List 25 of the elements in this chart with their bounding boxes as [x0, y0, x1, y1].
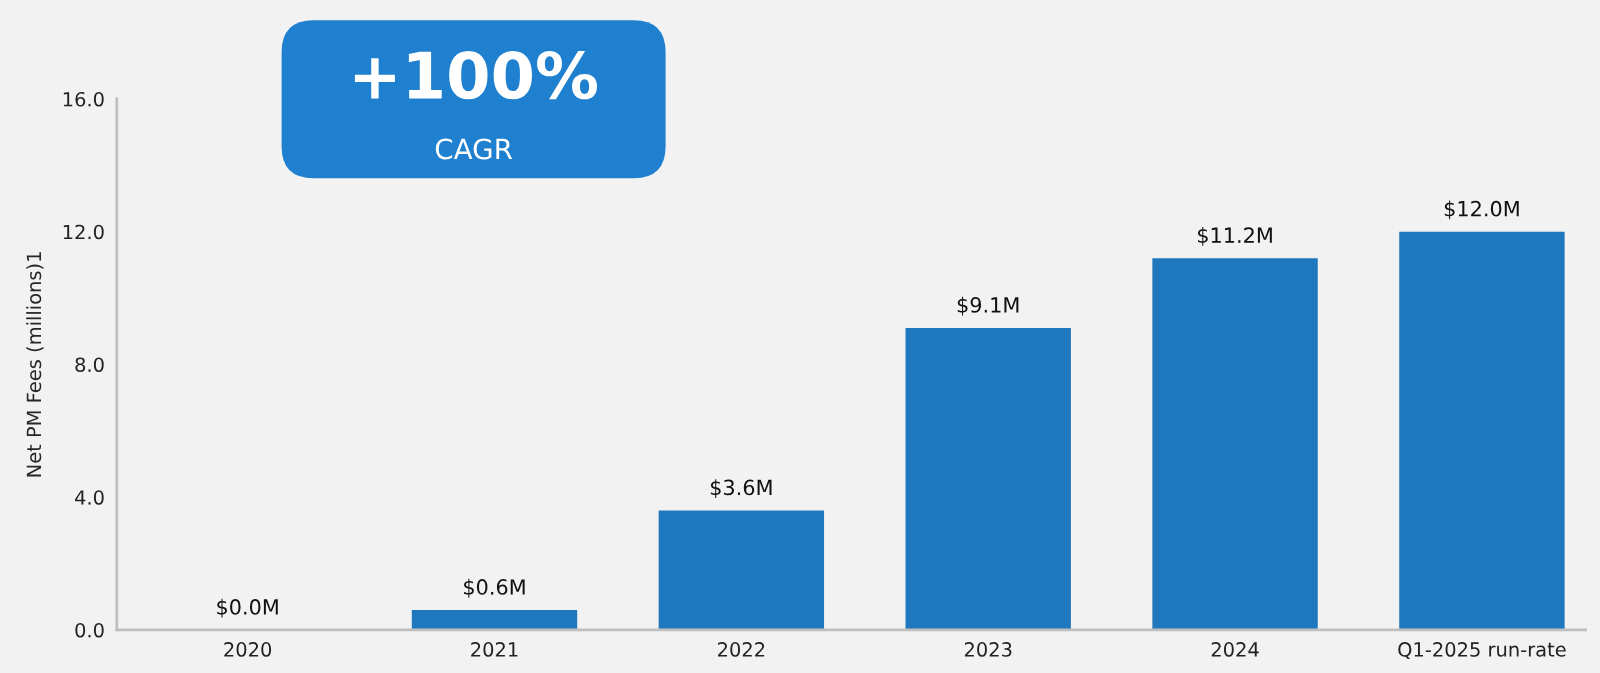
x-tick-label: 2024: [1211, 642, 1259, 657]
data-label: $0.0M: [217, 598, 278, 618]
y-tick-label: 16.0: [63, 91, 104, 107]
data-label: $9.1M: [957, 296, 1019, 316]
data-label: $11.2M: [1197, 226, 1272, 246]
y-tick-label: 0.0: [75, 622, 104, 638]
y-tick-label: 8.0: [75, 357, 104, 373]
x-tick-label: 2023: [964, 642, 1012, 657]
x-tick-label: 2021: [471, 642, 518, 657]
bar: [1152, 258, 1318, 630]
bar: [658, 510, 825, 630]
y-axis-title: Net PM Fees (millions)1: [26, 252, 44, 477]
x-tick-label: 2022: [718, 642, 765, 657]
annotation: CAGR: [435, 138, 513, 160]
data-label: $12.0M: [1444, 200, 1519, 220]
data-label: $3.6M: [710, 479, 772, 499]
bar: [905, 327, 1071, 630]
y-tick-label: 12.0: [63, 224, 104, 240]
x-tick-label: Q1-2025 run-rate: [1398, 642, 1566, 660]
x-tick-label: 2020: [224, 642, 272, 657]
annotation: +100%: [354, 50, 598, 100]
data-label: $0.6M: [464, 578, 525, 598]
y-tick-label: 4.0: [75, 490, 104, 505]
bar: [411, 610, 578, 630]
bar: [1399, 231, 1565, 630]
